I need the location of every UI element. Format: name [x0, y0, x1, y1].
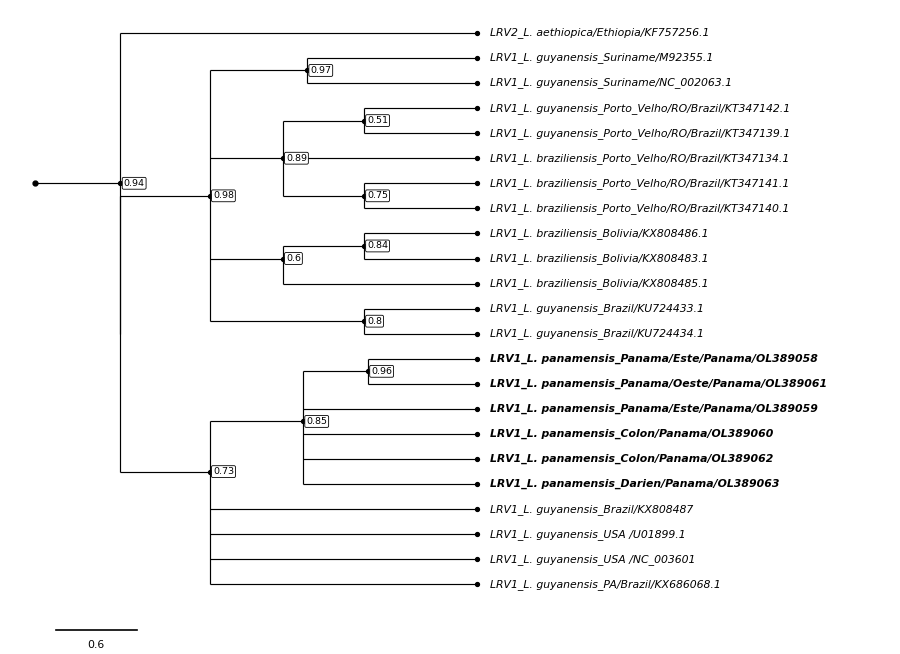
Text: LRV1_L. guyanensis_Porto_Velho/RO/Brazil/KT347139.1: LRV1_L. guyanensis_Porto_Velho/RO/Brazil…	[490, 128, 789, 139]
Text: 0.8: 0.8	[367, 317, 382, 326]
Text: LRV1_L. guyanensis_PA/Brazil/KX686068.1: LRV1_L. guyanensis_PA/Brazil/KX686068.1	[490, 579, 720, 590]
Text: LRV1_L. braziliensis_Bolivia/KX808485.1: LRV1_L. braziliensis_Bolivia/KX808485.1	[490, 278, 708, 289]
Text: LRV1_L. guyanensis_Brazil/KU724433.1: LRV1_L. guyanensis_Brazil/KU724433.1	[490, 303, 704, 314]
Text: 0.98: 0.98	[213, 192, 234, 200]
Text: LRV2_L. aethiopica/Ethiopia/KF757256.1: LRV2_L. aethiopica/Ethiopia/KF757256.1	[490, 27, 709, 39]
Text: 0.73: 0.73	[213, 467, 234, 476]
Text: LRV1_L. panamensis_Darien/Panama/OL389063: LRV1_L. panamensis_Darien/Panama/OL38906…	[490, 479, 779, 489]
Text: LRV1_L. guyanensis_Brazil/KU724434.1: LRV1_L. guyanensis_Brazil/KU724434.1	[490, 328, 704, 339]
Text: LRV1_L. panamensis_Panama/Oeste/Panama/OL389061: LRV1_L. panamensis_Panama/Oeste/Panama/O…	[490, 379, 827, 389]
Text: 0.51: 0.51	[367, 116, 388, 125]
Text: 0.85: 0.85	[306, 417, 328, 426]
Text: LRV1_L. panamensis_Colon/Panama/OL389062: LRV1_L. panamensis_Colon/Panama/OL389062	[490, 454, 773, 464]
Text: 0.94: 0.94	[123, 179, 145, 188]
Text: 0.97: 0.97	[310, 66, 331, 75]
Text: LRV1_L. panamensis_Colon/Panama/OL389060: LRV1_L. panamensis_Colon/Panama/OL389060	[490, 429, 773, 439]
Text: LRV1_L. braziliensis_Bolivia/KX808483.1: LRV1_L. braziliensis_Bolivia/KX808483.1	[490, 253, 708, 264]
Text: 0.89: 0.89	[286, 154, 307, 163]
Text: LRV1_L. guyanensis_Porto_Velho/RO/Brazil/KT347142.1: LRV1_L. guyanensis_Porto_Velho/RO/Brazil…	[490, 103, 789, 114]
Text: LRV1_L. panamensis_Panama/Este/Panama/OL389058: LRV1_L. panamensis_Panama/Este/Panama/OL…	[490, 354, 817, 364]
Text: LRV1_L. guyanensis_Suriname/M92355.1: LRV1_L. guyanensis_Suriname/M92355.1	[490, 52, 713, 63]
Text: LRV1_L. braziliensis_Porto_Velho/RO/Brazil/KT347140.1: LRV1_L. braziliensis_Porto_Velho/RO/Braz…	[490, 203, 788, 214]
Text: 0.6: 0.6	[286, 254, 301, 263]
Text: 0.75: 0.75	[367, 192, 388, 200]
Text: 0.6: 0.6	[87, 640, 104, 649]
Text: LRV1_L. guyanensis_Brazil/KX808487: LRV1_L. guyanensis_Brazil/KX808487	[490, 504, 693, 515]
Text: LRV1_L. guyanensis_USA /U01899.1: LRV1_L. guyanensis_USA /U01899.1	[490, 529, 685, 540]
Text: 0.96: 0.96	[371, 367, 392, 376]
Text: LRV1_L. braziliensis_Porto_Velho/RO/Brazil/KT347134.1: LRV1_L. braziliensis_Porto_Velho/RO/Braz…	[490, 153, 788, 164]
Text: LRV1_L. braziliensis_Bolivia/KX808486.1: LRV1_L. braziliensis_Bolivia/KX808486.1	[490, 228, 708, 239]
Text: LRV1_L. guyanensis_USA /NC_003601: LRV1_L. guyanensis_USA /NC_003601	[490, 554, 695, 565]
Text: LRV1_L. braziliensis_Porto_Velho/RO/Brazil/KT347141.1: LRV1_L. braziliensis_Porto_Velho/RO/Braz…	[490, 178, 788, 189]
Text: LRV1_L. panamensis_Panama/Este/Panama/OL389059: LRV1_L. panamensis_Panama/Este/Panama/OL…	[490, 404, 817, 414]
Text: 0.84: 0.84	[367, 241, 388, 250]
Text: LRV1_L. guyanensis_Suriname/NC_002063.1: LRV1_L. guyanensis_Suriname/NC_002063.1	[490, 78, 732, 88]
